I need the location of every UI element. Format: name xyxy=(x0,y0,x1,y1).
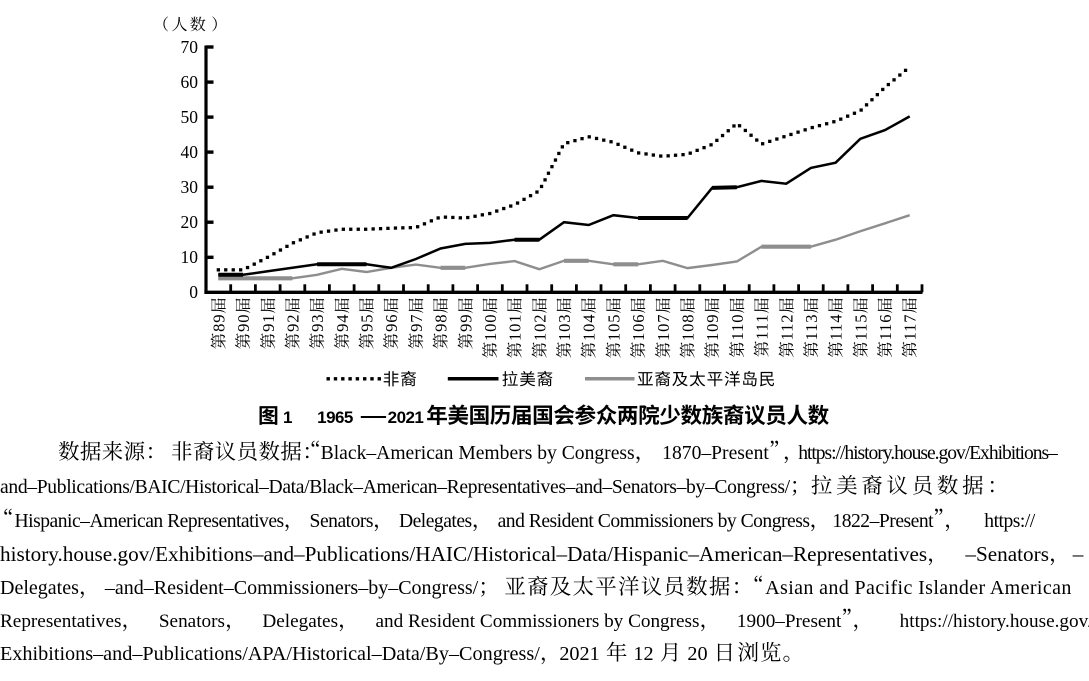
svg-text:70: 70 xyxy=(181,37,199,57)
svg-text:亚裔及太平洋岛民: 亚裔及太平洋岛民 xyxy=(637,370,776,388)
svg-text:第115届: 第115届 xyxy=(852,296,869,357)
svg-text:60: 60 xyxy=(181,72,199,92)
svg-text:第101届: 第101届 xyxy=(507,296,524,358)
svg-text:第105届: 第105届 xyxy=(605,296,622,358)
svg-text:第97届: 第97届 xyxy=(408,296,425,349)
svg-text:第112届: 第112届 xyxy=(778,296,795,357)
svg-text:50: 50 xyxy=(181,107,199,127)
svg-text:20: 20 xyxy=(181,212,199,232)
svg-text:第104届: 第104届 xyxy=(581,296,598,358)
svg-text:非裔: 非裔 xyxy=(383,370,418,388)
svg-text:40: 40 xyxy=(181,142,199,162)
svg-text:第111届: 第111届 xyxy=(754,296,771,357)
svg-text:第116届: 第116届 xyxy=(877,296,894,357)
svg-text:第89届: 第89届 xyxy=(210,296,227,349)
svg-text:第102届: 第102届 xyxy=(531,296,548,358)
svg-text:第99届: 第99届 xyxy=(457,296,474,349)
svg-text:第108届: 第108届 xyxy=(680,296,697,358)
svg-text:第113届: 第113届 xyxy=(803,296,820,357)
svg-text:第110届: 第110届 xyxy=(729,296,746,357)
svg-text:30: 30 xyxy=(181,177,199,197)
svg-text:0: 0 xyxy=(189,282,198,302)
svg-text:第106届: 第106届 xyxy=(630,296,647,358)
svg-text:第103届: 第103届 xyxy=(556,296,573,358)
svg-text:拉美裔: 拉美裔 xyxy=(502,370,554,388)
svg-text:第98届: 第98届 xyxy=(433,296,450,349)
svg-text:第93届: 第93届 xyxy=(309,296,326,349)
svg-text:第90届: 第90届 xyxy=(235,296,252,349)
svg-text:第91届: 第91届 xyxy=(260,296,277,349)
svg-text:第100届: 第100届 xyxy=(482,296,499,358)
svg-text:第109届: 第109届 xyxy=(704,296,721,358)
svg-text:（人数）: （人数） xyxy=(153,16,227,33)
svg-text:10: 10 xyxy=(181,247,199,267)
svg-text:第107届: 第107届 xyxy=(655,296,672,358)
svg-text:第117届: 第117届 xyxy=(902,296,919,357)
svg-text:第94届: 第94届 xyxy=(334,296,351,349)
svg-text:第96届: 第96届 xyxy=(383,296,400,349)
svg-text:第92届: 第92届 xyxy=(285,296,302,349)
svg-text:第95届: 第95届 xyxy=(359,296,376,349)
svg-text:第114届: 第114届 xyxy=(828,296,845,357)
